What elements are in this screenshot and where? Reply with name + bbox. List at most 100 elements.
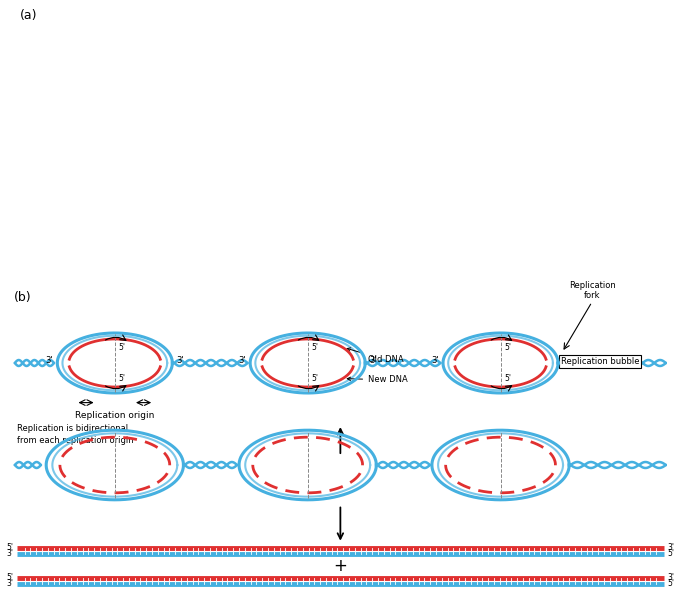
Point [295,25,306,34]
Point [195,54,206,64]
Point [145,118,156,127]
Point [237,104,247,114]
Point [156,246,167,256]
Point [34,136,44,146]
Text: 5': 5' [311,374,319,383]
Point [193,33,204,43]
Point [210,229,220,238]
Point [140,209,150,218]
Point [25,16,36,25]
Point [56,230,67,239]
Point [209,56,220,65]
Point [185,146,195,155]
Point [253,143,264,152]
Point [49,124,59,134]
Point [137,45,148,55]
Point [61,141,71,151]
Point [31,205,42,215]
Point [288,109,299,118]
Point [171,152,181,162]
Point [164,222,175,232]
Text: 3': 3' [562,356,570,365]
Text: 5': 5' [7,544,13,553]
Point [126,127,137,137]
Point [194,67,205,76]
Point [177,55,188,65]
Point [262,233,273,242]
Point [227,178,238,188]
Point [190,31,201,40]
Point [282,121,293,131]
Point [141,115,152,125]
Point [216,23,227,32]
Point [293,136,303,146]
Point [146,82,157,91]
Text: 5': 5' [119,343,126,352]
Point [24,179,35,189]
Text: 5': 5' [311,343,319,352]
Point [175,152,185,161]
Point [98,142,109,152]
Point [233,105,244,115]
Point [29,175,40,184]
Point [190,181,201,190]
Point [73,18,84,28]
Point [163,157,174,166]
Point [175,262,186,271]
Point [98,184,109,194]
Point [301,130,312,140]
Point [264,248,275,257]
Point [209,258,220,268]
Point [67,80,78,89]
Point [38,244,49,254]
Point [67,101,78,111]
Point [38,210,49,220]
Point [142,271,153,280]
Point [160,257,171,266]
Point [57,104,67,114]
Point [254,175,265,184]
Point [123,131,133,141]
Point [71,158,82,168]
Point [102,58,113,67]
Point [142,71,153,80]
Point [170,229,181,238]
Point [121,242,131,252]
Point [184,117,195,127]
Point [21,105,32,115]
Point [293,28,303,37]
Text: 3': 3' [667,574,674,583]
Point [97,110,108,119]
Text: Replication is bidirectional
from each replication origin: Replication is bidirectional from each r… [17,424,133,445]
Point [129,127,140,137]
Point [148,270,159,280]
Point [257,245,268,254]
Point [285,214,296,223]
Point [36,132,47,142]
Text: 3': 3' [239,356,246,365]
Point [262,77,272,86]
Point [57,140,68,149]
Point [152,259,163,269]
Text: 3': 3' [7,579,13,588]
Point [251,209,262,218]
Point [170,171,181,181]
Point [207,101,218,111]
Point [98,198,109,208]
Text: 5': 5' [667,579,674,588]
Point [114,200,125,210]
Point [66,29,77,38]
Point [101,23,112,32]
Text: Replication bubble: Replication bubble [561,357,639,366]
Point [53,86,63,96]
Point [233,26,244,36]
Point [124,262,135,272]
Point [152,132,162,142]
Point [150,17,160,26]
Point [151,176,162,185]
Point [282,139,293,149]
Point [281,187,292,196]
Point [57,149,67,159]
Point [96,94,106,104]
Point [244,41,255,50]
